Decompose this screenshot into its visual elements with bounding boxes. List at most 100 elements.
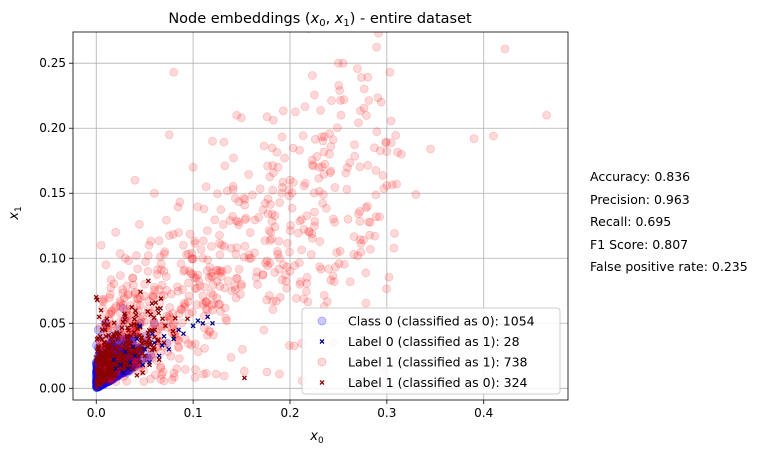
data-point <box>105 359 111 365</box>
data-point <box>113 366 119 372</box>
precision-text: Precision: 0.963 <box>590 191 690 207</box>
data-point <box>102 360 108 366</box>
data-point <box>295 216 305 226</box>
data-point <box>376 97 386 107</box>
data-point <box>355 216 365 226</box>
data-point <box>291 107 300 117</box>
data-point <box>147 353 157 363</box>
data-point <box>150 370 160 380</box>
data-point <box>298 131 308 141</box>
data-point <box>288 143 298 153</box>
data-point <box>172 364 182 374</box>
data-point <box>146 236 156 246</box>
data-point <box>219 371 229 381</box>
data-point <box>174 343 184 353</box>
data-point <box>200 343 209 353</box>
data-point <box>94 336 100 342</box>
data-point <box>106 332 112 338</box>
data-point <box>93 355 99 361</box>
data-point <box>187 254 197 263</box>
data-point <box>234 197 244 207</box>
data-point <box>198 253 208 263</box>
data-point <box>115 249 125 258</box>
data-point <box>151 340 157 346</box>
data-point <box>165 231 174 241</box>
data-point <box>184 339 193 349</box>
data-point <box>132 359 141 369</box>
data-point <box>106 345 111 350</box>
data-point <box>391 130 401 140</box>
data-point <box>295 145 305 155</box>
data-point <box>246 253 256 263</box>
data-point <box>94 365 100 371</box>
data-point <box>359 84 369 94</box>
data-point <box>201 182 211 192</box>
data-point <box>146 374 156 384</box>
data-point <box>279 260 288 270</box>
recall-text: Recall: 0.695 <box>590 214 672 229</box>
data-point <box>171 336 177 342</box>
data-point <box>195 281 205 291</box>
data-point <box>111 320 117 326</box>
data-point <box>122 281 132 291</box>
data-point <box>166 289 176 299</box>
data-point <box>206 271 216 281</box>
data-point <box>130 366 136 372</box>
data-point <box>306 250 316 259</box>
data-point <box>319 290 329 300</box>
data-point <box>140 362 146 368</box>
data-point <box>205 327 215 337</box>
data-point <box>381 138 391 148</box>
data-point <box>156 265 166 275</box>
data-point <box>156 291 166 301</box>
data-point <box>128 280 138 290</box>
data-point <box>118 362 123 368</box>
data-point <box>187 340 196 350</box>
data-point <box>190 284 200 293</box>
data-point <box>350 151 360 161</box>
data-point <box>303 297 313 307</box>
data-point <box>181 250 191 260</box>
y-tick-label: 0.10 <box>39 251 66 265</box>
data-point <box>193 270 203 280</box>
data-point <box>295 279 305 289</box>
data-point <box>287 188 297 198</box>
data-point <box>98 307 104 313</box>
data-point <box>143 251 153 260</box>
data-point <box>231 193 240 203</box>
data-point <box>162 323 168 329</box>
data-point <box>230 281 240 291</box>
data-point <box>268 160 278 170</box>
f1-score-text: F1 Score: 0.807 <box>590 236 689 252</box>
data-point <box>469 134 479 144</box>
data-point <box>310 134 320 144</box>
data-point <box>280 153 289 163</box>
data-point <box>177 305 187 315</box>
data-point <box>155 252 165 262</box>
data-point <box>284 191 294 201</box>
data-point <box>291 293 301 303</box>
data-point <box>101 339 107 345</box>
data-point <box>132 353 138 359</box>
data-point <box>240 215 250 224</box>
data-point <box>98 357 104 363</box>
data-point <box>149 318 159 328</box>
data-point <box>262 295 272 305</box>
data-point <box>149 188 159 198</box>
data-point <box>156 362 166 371</box>
data-point <box>132 293 142 303</box>
data-point <box>251 273 261 282</box>
data-point <box>143 267 153 276</box>
data-point <box>304 227 314 237</box>
data-point <box>326 166 336 176</box>
data-point <box>149 347 155 353</box>
data-point <box>201 304 211 314</box>
data-point <box>198 369 208 379</box>
data-point <box>155 306 160 312</box>
data-point <box>332 123 342 133</box>
data-point <box>240 241 250 251</box>
x-tick-label: 0.4 <box>474 406 493 420</box>
data-point <box>97 374 103 380</box>
data-point <box>180 300 190 310</box>
data-point <box>267 143 277 153</box>
